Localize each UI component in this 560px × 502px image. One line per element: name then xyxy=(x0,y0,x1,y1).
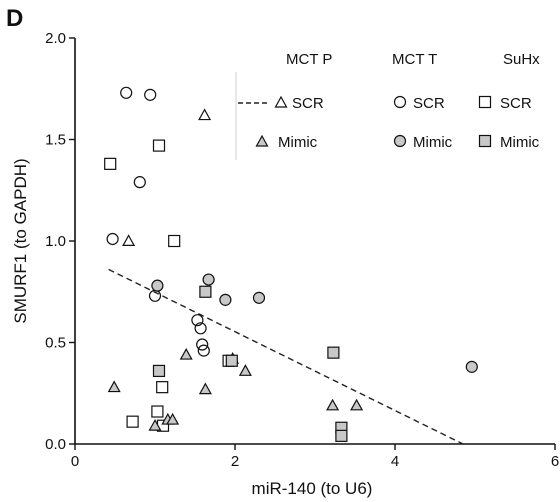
data-point-circle xyxy=(106,232,119,246)
data-point-circle xyxy=(197,344,210,357)
data-point-circle xyxy=(465,360,478,373)
data-point-circle xyxy=(219,293,232,306)
legend-circle-filled-marker xyxy=(393,134,407,148)
panel-label: D xyxy=(6,5,23,32)
y-tick-label: 2.0 xyxy=(45,30,66,47)
data-point-triangle xyxy=(198,108,212,121)
y-tick-label: 0.5 xyxy=(45,335,66,352)
data-point-square xyxy=(126,415,139,428)
legend: MCT P MCT T SuHx SCR SCR SCR Mimic Mimic… xyxy=(235,51,540,160)
legend-header-mct-t: MCT T xyxy=(392,51,437,68)
data-point-triangle xyxy=(107,380,121,393)
data-point-triangle xyxy=(238,364,252,376)
data-point-square xyxy=(168,234,181,248)
y-axis-title: SMURF1 (to GAPDH) xyxy=(11,158,30,323)
data-point-circle xyxy=(120,86,133,99)
data-point-square xyxy=(152,139,166,152)
legend-square-filled-marker xyxy=(478,134,492,148)
y-tick-label: 1.0 xyxy=(45,233,66,250)
trend-line xyxy=(108,268,464,445)
x-tick-label: 6 xyxy=(551,453,559,470)
data-point-triangle xyxy=(179,347,193,360)
legend-scr-label-mct-t: SCR xyxy=(413,95,445,112)
data-point-square xyxy=(152,364,166,378)
legend-header-suhx: SuHx xyxy=(503,51,540,68)
data-point-triangle xyxy=(350,398,364,411)
data-point-circle xyxy=(133,176,146,189)
data-point-circle xyxy=(196,338,209,351)
legend-mimic-label-suhx: Mimic xyxy=(500,134,540,151)
y-axis-ticks: 0.0 0.5 1.0 1.5 2.0 xyxy=(45,30,75,453)
data-point-circle xyxy=(151,279,164,292)
data-point-square xyxy=(156,381,169,394)
x-tick-label: 0 xyxy=(71,453,79,470)
data-point-circle xyxy=(191,314,204,327)
legend-header-mct-p: MCT P xyxy=(286,51,332,68)
legend-triangle-open-marker xyxy=(274,95,288,108)
data-point-triangle xyxy=(326,398,340,411)
data-point-square xyxy=(199,285,212,298)
data-point-triangle xyxy=(148,418,162,431)
data-point-circle xyxy=(194,322,207,335)
data-point-square xyxy=(225,354,238,367)
legend-circle-open-marker xyxy=(393,95,407,109)
data-point-circle xyxy=(144,88,157,101)
legend-triangle-filled-marker xyxy=(255,134,269,147)
data-point-circle xyxy=(202,273,215,286)
legend-scr-label-mct-p: SCR xyxy=(292,95,324,112)
data-point-triangle xyxy=(122,234,136,246)
data-point-square xyxy=(327,346,340,359)
data-points xyxy=(104,86,478,442)
data-point-square xyxy=(104,157,117,170)
data-point-square xyxy=(335,429,348,442)
y-tick-label: 1.5 xyxy=(45,132,66,149)
y-tick-label: 0.0 xyxy=(45,436,66,453)
legend-mimic-label-mct-t: Mimic xyxy=(413,134,453,151)
data-point-triangle xyxy=(198,382,212,395)
legend-mimic-label-mct-p: Mimic xyxy=(278,134,318,151)
legend-square-open-marker xyxy=(478,95,492,109)
x-axis-ticks: 0 2 4 6 xyxy=(71,444,559,470)
data-point-square xyxy=(151,405,164,418)
legend-scr-label-suhx: SCR xyxy=(500,95,532,112)
x-tick-label: 2 xyxy=(231,453,239,470)
plot-area: 0.0 0.5 1.0 1.5 2.0 0 2 4 6 xyxy=(45,30,559,470)
x-tick-label: 4 xyxy=(391,453,399,470)
data-point-triangle xyxy=(166,412,180,425)
x-axis-title: miR-140 (to U6) xyxy=(252,479,373,498)
data-point-circle xyxy=(252,291,266,304)
